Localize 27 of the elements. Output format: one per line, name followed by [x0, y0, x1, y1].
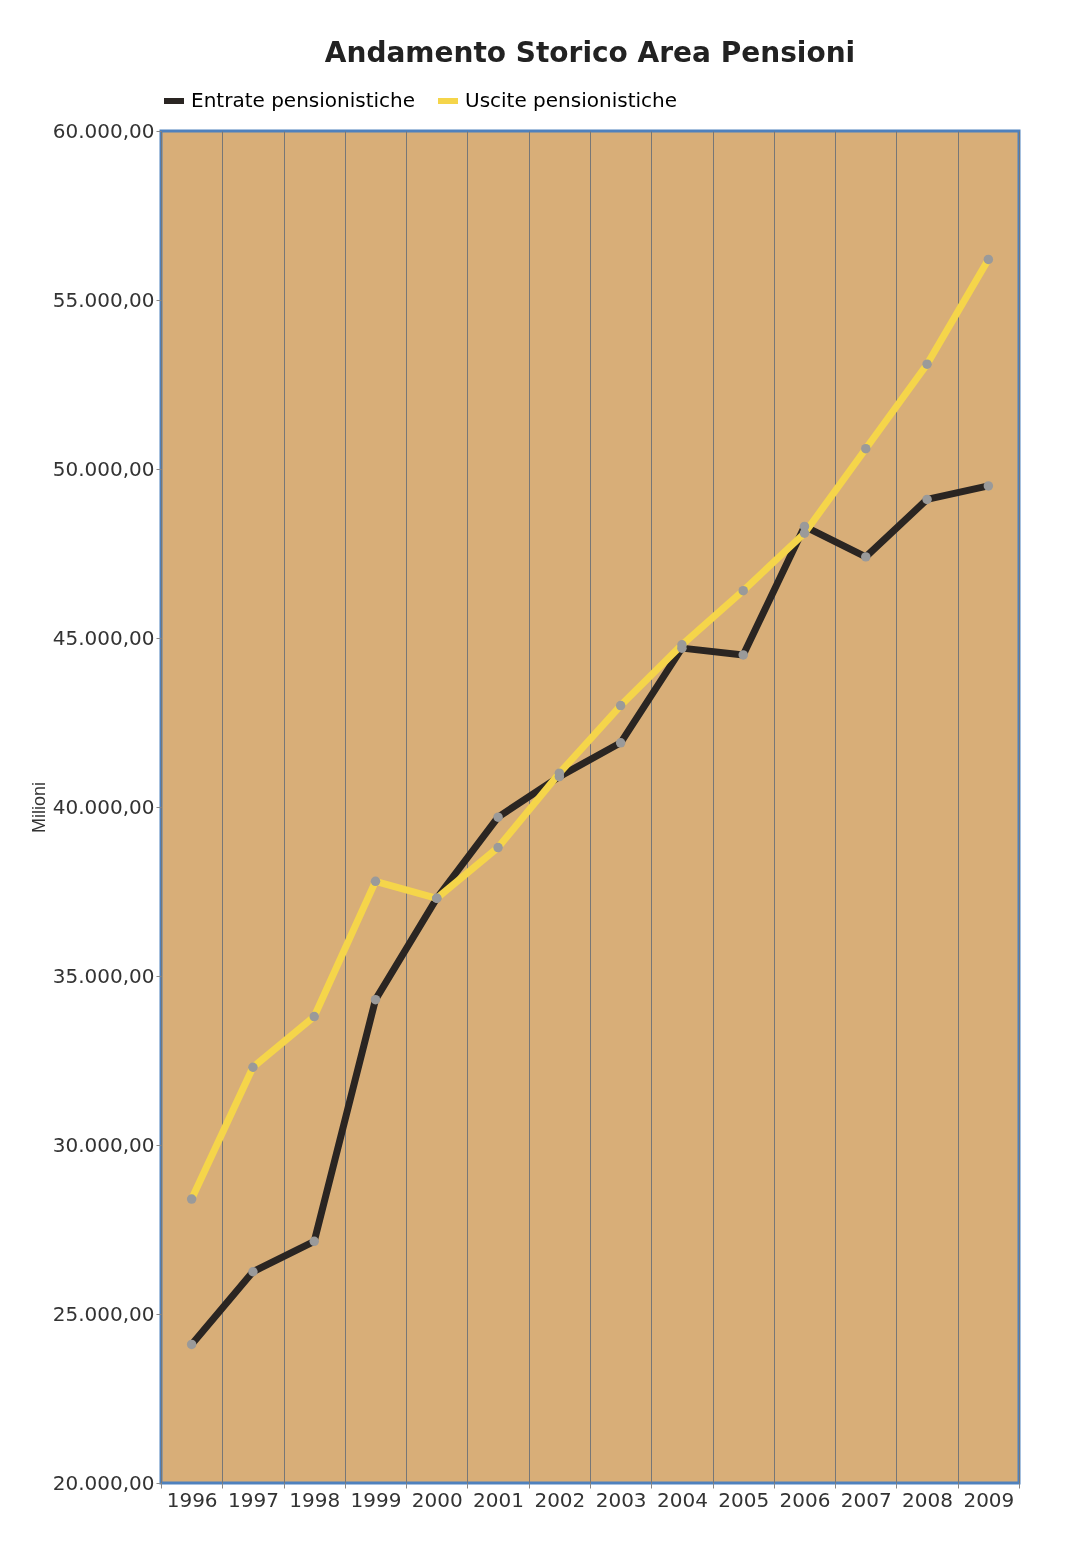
x-tick-label: 2004	[656, 1487, 708, 1512]
y-axis-title: Milioni	[28, 781, 49, 834]
y-tick-label: 40.000,00	[52, 794, 155, 819]
x-tick-label: 2000	[411, 1487, 463, 1512]
legend-label: Uscite pensionistiche	[465, 88, 678, 112]
y-tick-label: 35.000,00	[52, 963, 155, 988]
chart-title: Andamento Storico Area Pensioni	[324, 36, 856, 69]
y-tick-label: 50.000,00	[52, 456, 155, 481]
x-tick-label: 1999	[350, 1487, 402, 1512]
x-tick-label: 2002	[534, 1487, 586, 1512]
x-tick-label: 2001	[473, 1487, 525, 1512]
y-tick-label: 55.000,00	[52, 287, 155, 312]
x-tick-label: 2009	[963, 1487, 1015, 1512]
y-tick-label: 30.000,00	[52, 1132, 155, 1157]
x-tick-label: 1997	[227, 1487, 279, 1512]
y-tick-label: 25.000,00	[52, 1301, 155, 1326]
x-tick-label: 2008	[902, 1487, 954, 1512]
y-tick-label: 20.000,00	[52, 1470, 155, 1495]
x-tick-label: 2003	[595, 1487, 647, 1512]
x-tick-label: 1998	[289, 1487, 341, 1512]
y-tick-label: 45.000,00	[52, 625, 155, 650]
y-tick-label: 60.000,00	[52, 118, 155, 143]
x-tick-label: 1996	[166, 1487, 218, 1512]
x-tick-label: 2007	[840, 1487, 892, 1512]
legend-label: Entrate pensionistiche	[191, 88, 416, 112]
x-tick-label: 2005	[718, 1487, 770, 1512]
x-tick-label: 2006	[779, 1487, 831, 1512]
